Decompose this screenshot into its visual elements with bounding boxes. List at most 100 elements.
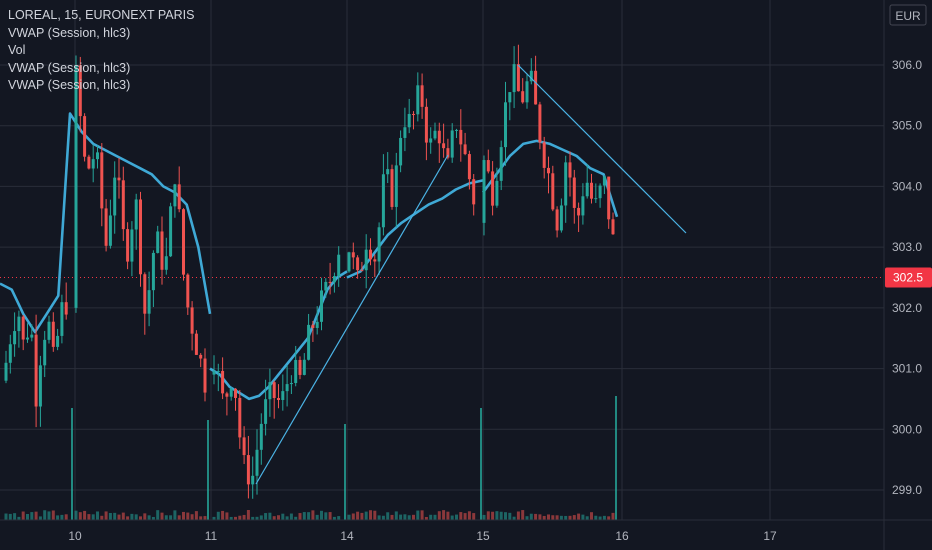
candle-body [151, 252, 155, 291]
grid [0, 0, 884, 520]
last-price-tag[interactable] [885, 267, 932, 288]
trendline[interactable] [255, 154, 449, 485]
volume-bar [559, 515, 563, 520]
volume-bar [194, 511, 198, 520]
volume-bar [429, 514, 433, 520]
volume-bar [87, 514, 91, 520]
candle-body [182, 209, 185, 275]
candle-body [91, 159, 95, 169]
volume-bar [216, 511, 220, 520]
candle-body [538, 104, 542, 143]
currency-box[interactable] [889, 4, 927, 26]
candle-body [139, 199, 142, 275]
indicator-vol[interactable]: Vol [8, 43, 26, 57]
candle-body [581, 196, 585, 216]
volume-bar [386, 512, 390, 520]
candle-body [429, 138, 433, 143]
volume-bar [139, 516, 142, 520]
candle-body [216, 370, 220, 372]
candle-body [87, 156, 91, 169]
volume-bar [534, 513, 538, 520]
symbol-title[interactable]: LOREAL, 15, EURONEXT PARIS [8, 8, 195, 22]
candle-body [407, 113, 411, 128]
time-tick-label: 16 [615, 529, 629, 543]
volume-bar [302, 512, 306, 520]
volume-spike [615, 396, 617, 520]
volume-bar [491, 511, 495, 520]
volume-bar [351, 513, 355, 520]
candle-body [386, 169, 390, 175]
candle-body [504, 102, 507, 148]
volume-bar [160, 512, 164, 520]
volume-bar [272, 516, 276, 520]
volume-bar [564, 515, 568, 520]
volume-bar [512, 516, 516, 520]
volume-bar [83, 510, 87, 520]
time-tick-label: 14 [340, 529, 354, 543]
volume-bar [47, 511, 51, 520]
volume-bar [164, 515, 168, 520]
time-axis[interactable]: 10 11 14 15 16 17 [0, 519, 932, 543]
chart-legend: LOREAL, 15, EURONEXT PARIS VWAP (Session… [8, 7, 194, 95]
volume-bar [516, 511, 520, 520]
candle-body [34, 334, 38, 407]
volume-bar [121, 512, 125, 520]
candle-body [221, 370, 225, 394]
candle-body [491, 171, 495, 206]
trendlines[interactable] [255, 64, 687, 485]
volume-bar [594, 515, 598, 520]
candle-body [394, 165, 398, 207]
candle-body [364, 249, 368, 271]
indicator-vwap-1[interactable]: VWAP (Session, hlc3) [8, 25, 131, 40]
candle-body [369, 249, 372, 260]
candle-body [467, 154, 471, 180]
volume-bar [225, 512, 229, 520]
volume-bar [525, 516, 529, 520]
volume-bar [238, 515, 242, 520]
candle-body [568, 162, 572, 178]
candle-body [246, 455, 250, 485]
time-tick-label: 17 [763, 529, 777, 543]
volume-bar [407, 515, 411, 520]
price-axis[interactable]: EUR 299.0 300.0 301.0 302.0 303.0 304.0 305.0 30… [883, 0, 932, 550]
candle-body [424, 106, 428, 143]
volume-bar [602, 515, 606, 520]
candle-body [403, 127, 407, 138]
volume-spike [71, 408, 73, 520]
candle-body [446, 148, 450, 158]
volume-bar [390, 514, 394, 520]
volume-bar [126, 516, 130, 520]
candle-body [96, 152, 99, 160]
trendline[interactable] [517, 64, 687, 234]
volume-bar [337, 516, 341, 520]
candle-body [190, 307, 194, 334]
candle-body [356, 257, 360, 271]
price-tick-label: 303.0 [892, 240, 922, 254]
candle-body [416, 85, 420, 115]
volume-bar [403, 514, 407, 520]
candle-body [521, 91, 525, 103]
candle-body [156, 231, 160, 253]
volume-bar [242, 514, 246, 520]
candle-body [555, 209, 559, 231]
price-tick-label: 304.0 [892, 179, 922, 193]
currency-label[interactable]: EUR [895, 9, 921, 23]
volume-bar [607, 516, 611, 520]
last-price-label: 302.5 [893, 271, 923, 285]
volume-bar [315, 514, 319, 520]
candle-body [324, 281, 328, 291]
volume-bar [529, 513, 533, 520]
candle-body [108, 215, 112, 246]
candle-body [277, 398, 280, 400]
candle-body [607, 176, 611, 220]
indicator-vwap-3[interactable]: VWAP (Session, hlc3) [8, 78, 131, 92]
candle-body [360, 270, 364, 272]
indicator-vwap-2[interactable]: VWAP (Session, hlc3) [8, 60, 131, 75]
volume-bar [203, 516, 207, 520]
candle-body [328, 281, 332, 283]
volume-bar [547, 514, 550, 520]
candle-body [203, 358, 207, 393]
volume-bar [373, 510, 377, 520]
